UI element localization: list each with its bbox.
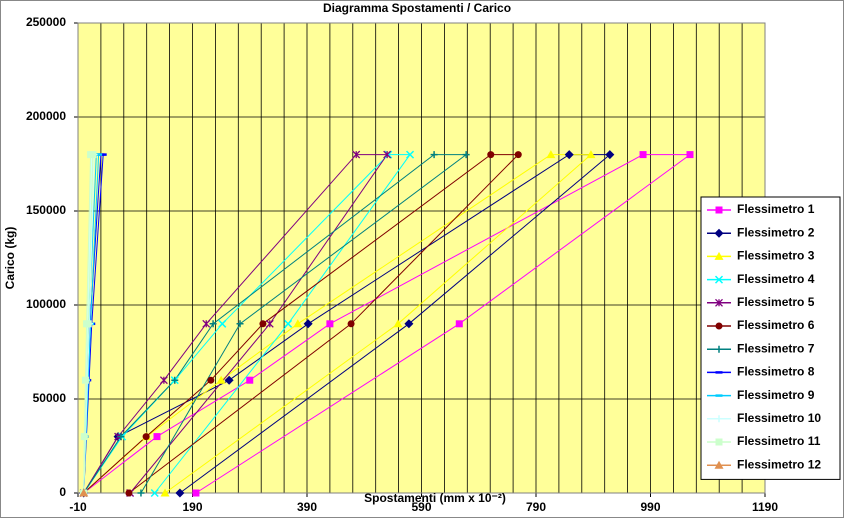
marker [430, 151, 438, 159]
marker [303, 319, 313, 329]
series-line [83, 154, 94, 494]
marker [218, 319, 227, 328]
marker [150, 488, 159, 498]
marker [79, 488, 89, 497]
marker [564, 150, 574, 160]
marker [207, 376, 215, 384]
chart-title: Diagramma Spostamenti / Carico [323, 1, 511, 15]
y-tick-label: 150000 [26, 203, 66, 217]
legend-marker [715, 415, 723, 423]
marker [202, 319, 211, 328]
legend-label: Flessimetro 6 [737, 318, 815, 332]
marker [224, 375, 234, 385]
legend-label: Flessimetro 9 [737, 388, 815, 402]
x-tick-label: 990 [640, 500, 660, 514]
series-line [83, 154, 593, 494]
y-tick-label: 0 [59, 485, 66, 499]
series-line [83, 154, 520, 494]
y-axis-label: Carico (kg) [3, 227, 17, 290]
x-tick-label: 390 [297, 500, 317, 514]
marker [209, 320, 217, 328]
series-line [83, 154, 389, 494]
series-line [83, 154, 612, 494]
marker [406, 150, 415, 159]
marker [393, 319, 403, 328]
legend-label: Flessimetro 8 [737, 365, 815, 379]
legend-label: Flessimetro 10 [737, 411, 821, 425]
marker [159, 376, 168, 385]
marker [216, 375, 226, 384]
marker [293, 319, 303, 328]
marker [84, 320, 92, 328]
legend-label: Flessimetro 2 [737, 225, 815, 239]
x-tick-label: 590 [411, 500, 431, 514]
marker [117, 433, 125, 441]
marker [259, 320, 267, 328]
x-axis-label: Spostamenti (mm x 10⁻²) [364, 491, 506, 505]
marker [686, 151, 694, 159]
marker [639, 151, 647, 159]
marker [137, 489, 145, 497]
marker [142, 433, 150, 441]
legend-marker [714, 275, 724, 284]
marker [455, 320, 463, 328]
legend-marker [714, 251, 724, 260]
legend-box [700, 196, 841, 480]
marker [171, 376, 179, 384]
marker [175, 488, 185, 498]
marker [236, 320, 244, 328]
x-tick-label: 790 [526, 500, 546, 514]
legend-marker [714, 460, 724, 469]
legend-label: Flessimetro 3 [737, 249, 815, 263]
marker [383, 150, 392, 159]
marker [514, 151, 522, 159]
marker [153, 433, 161, 441]
legend-label: Flessimetro 1 [737, 202, 815, 216]
marker [192, 489, 200, 497]
legend-label: Flessimetro 12 [737, 457, 821, 471]
marker [81, 376, 89, 384]
legend-marker [715, 298, 723, 307]
marker [160, 488, 170, 497]
legend-label: Flessimetro 11 [737, 434, 821, 448]
legend-label: Flessimetro 5 [737, 295, 815, 309]
marker [462, 151, 470, 159]
series-line [83, 154, 412, 494]
legend-marker [715, 322, 723, 330]
marker [404, 319, 414, 329]
y-tick-label: 50000 [33, 391, 67, 405]
marker [246, 376, 254, 384]
x-tick-label: 1190 [752, 500, 778, 514]
marker [586, 150, 596, 159]
marker [347, 320, 355, 328]
marker [546, 150, 556, 159]
x-tick-label: -10 [69, 500, 87, 514]
marker [125, 489, 133, 497]
legend-marker [714, 228, 724, 238]
y-tick-label: 100000 [26, 297, 66, 311]
marker [487, 151, 495, 159]
y-tick-label: 200000 [26, 109, 66, 123]
marker [89, 151, 97, 159]
marker [352, 150, 361, 159]
marker [284, 319, 293, 328]
marker [605, 150, 615, 160]
legend-label: Flessimetro 4 [737, 272, 815, 286]
marker [265, 319, 274, 328]
series-line [83, 154, 468, 494]
y-tick-label: 250000 [26, 15, 66, 29]
legend-marker [715, 438, 723, 446]
series-line [83, 154, 692, 494]
marker [80, 433, 88, 441]
marker [384, 150, 393, 159]
legend-marker [715, 345, 723, 353]
marker [326, 320, 334, 328]
x-tick-label: 190 [182, 500, 202, 514]
legend-label: Flessimetro 7 [737, 341, 815, 355]
legend-marker [715, 206, 723, 214]
